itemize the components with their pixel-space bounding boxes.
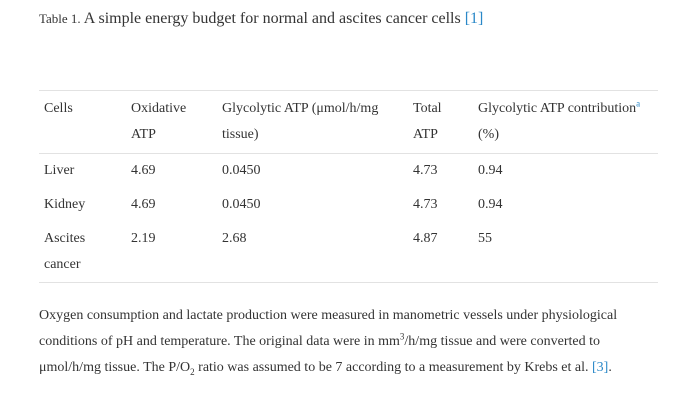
header-cells: Cells xyxy=(44,101,73,116)
energy-budget-table: Cells Oxidative ATP Glycolytic ATP (μmol… xyxy=(39,90,658,283)
table-title: A simple energy budget for normal and as… xyxy=(80,10,465,27)
footnote-reference-link[interactable]: [3] xyxy=(591,360,609,375)
caption-reference-link[interactable]: [1] xyxy=(464,10,484,27)
cell-type: Kidney xyxy=(44,197,86,212)
table-header: Cells Oxidative ATP Glycolytic ATP (μmol… xyxy=(39,90,658,154)
header-contribution-label: Glycolytic ATP contribution xyxy=(478,101,637,116)
cell-contribution: 0.94 xyxy=(478,163,503,178)
header-row: Cells Oxidative ATP Glycolytic ATP (μmol… xyxy=(39,90,658,154)
table-row: Kidney 4.69 0.0450 4.73 0.94 xyxy=(39,188,658,222)
table-body: Liver 4.69 0.0450 4.73 0.94 Kidney 4.69 … xyxy=(39,154,658,283)
cell-glycolytic: 2.68 xyxy=(222,231,247,246)
footnote-marker-link[interactable]: a xyxy=(636,98,641,109)
cell-oxidative: 4.69 xyxy=(131,163,156,178)
table-row: Liver 4.69 0.0450 4.73 0.94 xyxy=(39,154,658,189)
cell-total: 4.87 xyxy=(413,231,438,246)
cell-oxidative: 2.19 xyxy=(131,231,156,246)
table-footnote: Oxygen consumption and lactate productio… xyxy=(39,303,664,381)
cell-type: Ascites cancer xyxy=(44,231,86,272)
table-caption: Table 1. A simple energy budget for norm… xyxy=(39,8,483,30)
cell-glycolytic: 0.0450 xyxy=(222,163,261,178)
footnote-text-2: /h/mg tissue and were converted to μmol/… xyxy=(39,334,600,375)
cell-total: 4.73 xyxy=(413,163,438,178)
cell-total: 4.73 xyxy=(413,197,438,212)
table-row: Ascites cancer 2.19 2.68 4.87 55 xyxy=(39,222,658,283)
header-oxidative-atp: Oxidative ATP xyxy=(131,101,187,142)
cell-contribution: 55 xyxy=(478,231,492,246)
header-total-atp: Total ATP xyxy=(413,101,442,142)
cell-glycolytic: 0.0450 xyxy=(222,197,261,212)
footnote-text-3: ratio was assumed to be 7 according to a… xyxy=(194,360,592,375)
cell-oxidative: 4.69 xyxy=(131,197,156,212)
subscript-2: 2 xyxy=(190,366,195,377)
cell-type: Liver xyxy=(44,163,75,178)
table-label: Table 1. xyxy=(39,11,81,26)
footnote-end: . xyxy=(608,360,612,375)
header-glycolytic-atp: Glycolytic ATP (μmol/h/mg tissue) xyxy=(222,101,379,142)
cell-contribution: 0.94 xyxy=(478,197,503,212)
header-contribution-unit: (%) xyxy=(478,127,499,142)
superscript-3: 3 xyxy=(399,331,405,342)
footnote-text-1: Oxygen consumption and lactate productio… xyxy=(39,308,618,349)
header-glycolytic-contribution: Glycolytic ATP contributiona (%) xyxy=(473,91,658,154)
